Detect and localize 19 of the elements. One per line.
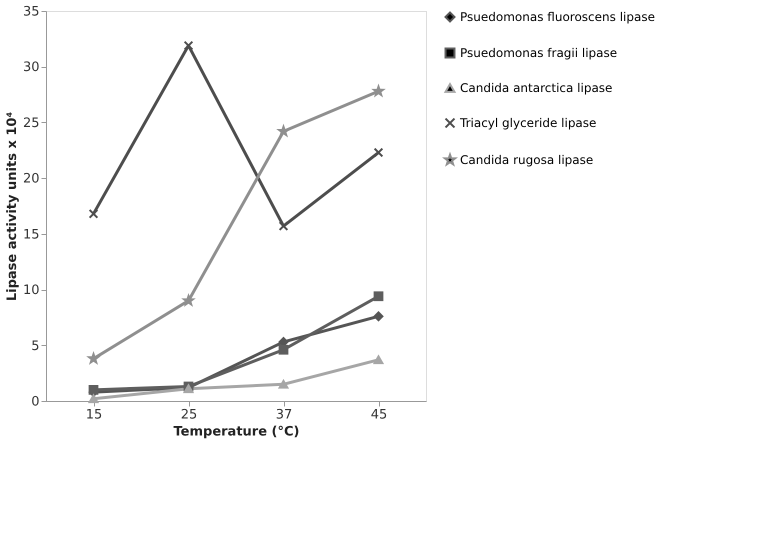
x-axis-title: Temperature (°C) [174, 424, 300, 440]
y-tick-label: 25 [22, 116, 40, 131]
y-tick-label: 5 [31, 338, 40, 354]
legend-label: Psuedomonas fluoroscens lipase [460, 10, 655, 24]
y-tick-label: 30 [22, 60, 40, 76]
legend-label: Candida rugosa lipase [460, 153, 594, 167]
legend-label: Psuedomonas fragii lipase [460, 46, 618, 60]
x-tick-label: 45 [370, 408, 388, 422]
x-tick-label: 37 [276, 408, 292, 422]
y-tick-label: 10 [22, 283, 40, 298]
y-axis-title: Lipase activity units x 10⁴ [4, 112, 20, 302]
y-tick-label: 35 [22, 4, 40, 20]
x-tick-label: 15 [86, 408, 102, 422]
x-tick-label: 25 [180, 408, 198, 422]
legend-label: Triacyl glyceride lipase [459, 116, 596, 130]
y-tick-label: 15 [22, 227, 40, 242]
y-tick-label: 0 [31, 394, 40, 410]
legend-label: Candida antarctica lipase [460, 81, 612, 95]
y-tick-label: 20 [22, 172, 40, 187]
